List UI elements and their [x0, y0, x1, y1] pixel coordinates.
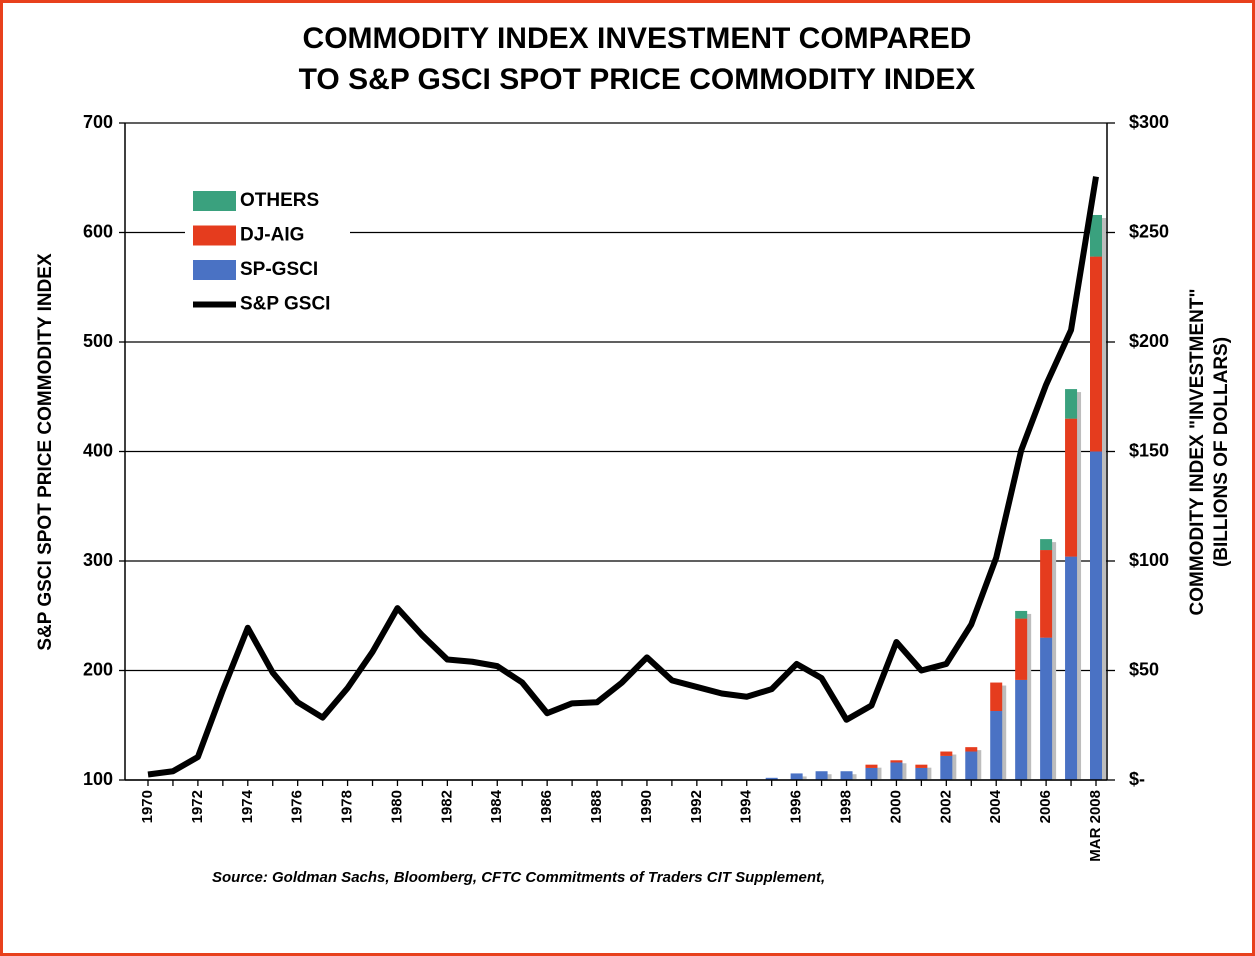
- bar: [940, 751, 953, 756]
- x-tick-label: MAR 2008: [1087, 790, 1104, 862]
- x-tick-label: 1996: [788, 790, 805, 823]
- y2-tick-label: $50: [1129, 659, 1159, 679]
- x-tick-label: 1972: [189, 790, 206, 823]
- y2-tick-label: $200: [1129, 331, 1169, 351]
- chart-title: TO S&P GSCI SPOT PRICE COMMODITY INDEX: [299, 63, 976, 96]
- bar: [990, 711, 1003, 780]
- x-tick-label: 2002: [937, 790, 954, 823]
- x-tick-label: 1980: [388, 790, 405, 823]
- y-tick-label: 700: [83, 112, 113, 132]
- x-tick-label: 1990: [638, 790, 655, 823]
- bar: [1090, 451, 1102, 780]
- y-tick-label: 400: [83, 440, 113, 460]
- legend-label: DJ-AIG: [240, 225, 304, 246]
- x-tick-label: 1974: [239, 789, 256, 823]
- x-tick-label: 1992: [688, 790, 705, 823]
- legend-label: SP-GSCI: [240, 259, 318, 280]
- bar: [1065, 556, 1078, 780]
- y2-tick-label: $300: [1129, 112, 1169, 132]
- y2-axis-label: (BILLIONS OF DOLLARS): [1211, 337, 1232, 567]
- bar: [790, 773, 803, 780]
- bar: [965, 747, 978, 752]
- y-tick-label: 600: [83, 221, 113, 241]
- y2-tick-label: $250: [1129, 221, 1169, 241]
- bar: [915, 764, 928, 768]
- x-tick-label: 1982: [438, 790, 455, 823]
- x-tick-label: 1998: [837, 790, 854, 823]
- bar: [1015, 618, 1028, 680]
- bar: [1090, 256, 1102, 452]
- bar: [765, 777, 778, 780]
- bar: [1015, 679, 1028, 780]
- bar: [890, 762, 903, 780]
- bar: [890, 760, 903, 763]
- y2-axis-label: COMMODITY INDEX "INVESTMENT": [1187, 289, 1208, 616]
- bar: [1065, 418, 1078, 557]
- y2-tick-label: $150: [1129, 440, 1169, 460]
- line: [147, 176, 1099, 778]
- y-tick-label: 500: [83, 331, 113, 351]
- y-tick-label: 100: [83, 769, 113, 789]
- y2-tick-label: $-: [1129, 769, 1145, 789]
- bar: [1065, 389, 1078, 419]
- y-tick-label: 300: [83, 550, 113, 570]
- x-tick-label: 1988: [588, 790, 605, 823]
- legend-label: OTHERS: [240, 190, 319, 211]
- x-tick-label: 1984: [488, 789, 505, 823]
- y-axis-label: S&P GSCI SPOT PRICE COMMODITY INDEX: [35, 253, 56, 651]
- x-tick-label: 2004: [987, 789, 1004, 823]
- bar: [965, 751, 978, 780]
- x-tick-label: 1970: [139, 790, 156, 823]
- legend-swatch: [193, 191, 236, 211]
- bar: [940, 755, 953, 780]
- legend-swatch: [193, 260, 236, 280]
- bar: [1040, 637, 1053, 780]
- x-tick-label: 1976: [289, 790, 306, 823]
- bar: [815, 771, 828, 780]
- x-tick-label: 2006: [1037, 790, 1054, 823]
- bar: [865, 767, 878, 780]
- chart-title: COMMODITY INDEX INVESTMENT COMPARED: [303, 22, 972, 55]
- bar: [915, 767, 928, 780]
- x-tick-label: 1994: [738, 789, 755, 823]
- legend-swatch: [193, 225, 236, 246]
- bar: [1015, 610, 1028, 619]
- bar: [1040, 550, 1053, 638]
- y-tick-label: 200: [83, 659, 113, 679]
- legend-label: S&P GSCI: [240, 294, 330, 315]
- x-tick-label: 1978: [339, 790, 356, 823]
- y2-tick-label: $100: [1129, 550, 1169, 570]
- x-tick-label: 2000: [887, 790, 904, 823]
- bar: [840, 771, 853, 780]
- x-tick-label: 1986: [538, 790, 555, 823]
- bar: [990, 682, 1003, 712]
- source-note: Source: Goldman Sachs, Bloomberg, CFTC C…: [212, 869, 825, 886]
- bar: [1090, 214, 1102, 257]
- bar: [865, 764, 878, 768]
- bar: [1040, 539, 1053, 551]
